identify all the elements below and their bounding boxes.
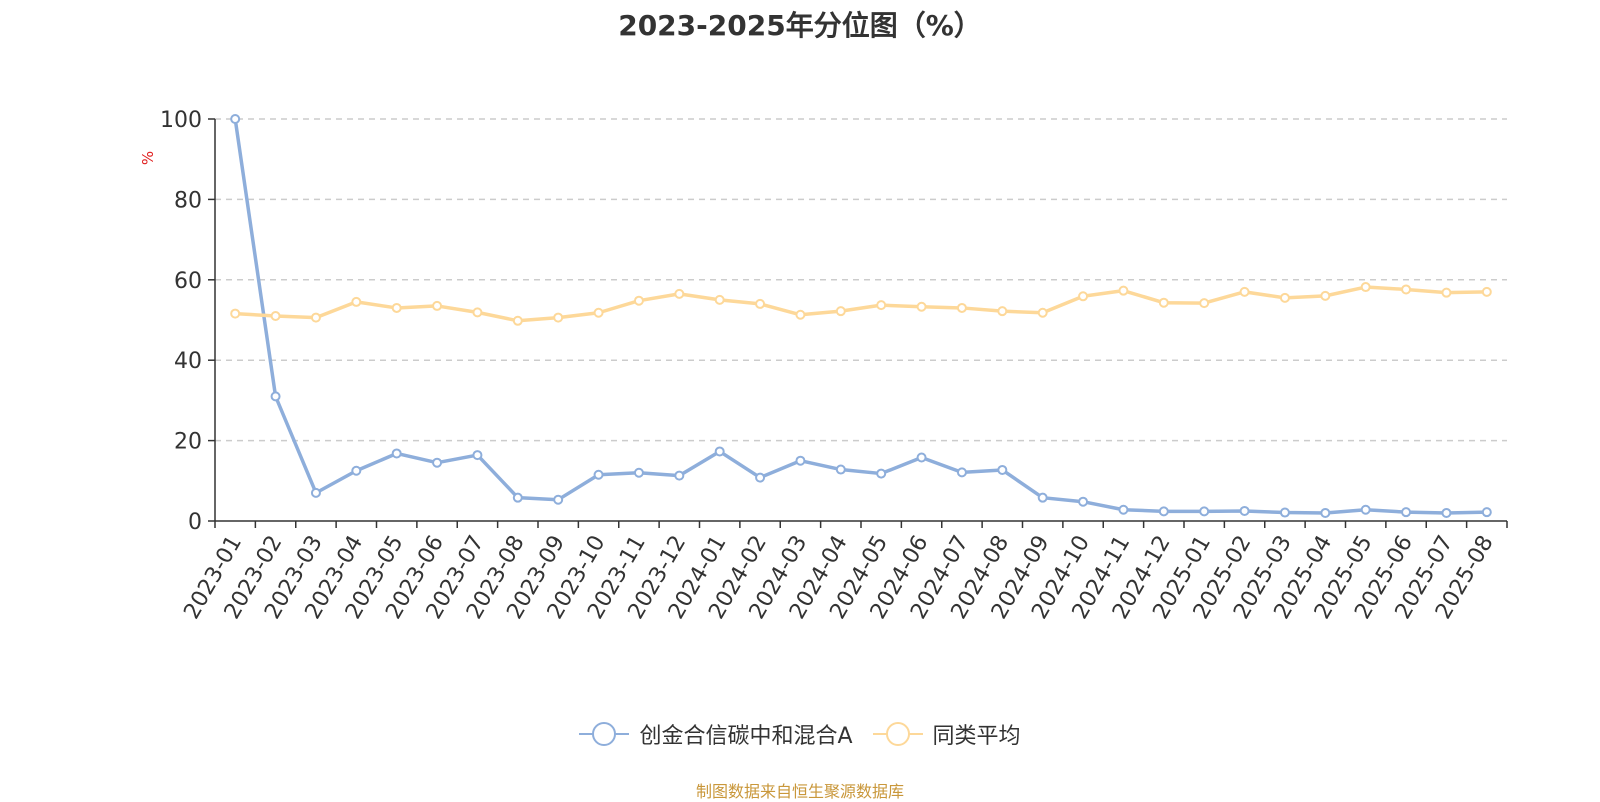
data-point xyxy=(1360,504,1371,515)
data-point xyxy=(1037,492,1048,503)
data-point xyxy=(755,298,766,309)
data-point xyxy=(1441,507,1452,518)
data-point xyxy=(310,312,321,323)
data-point xyxy=(755,472,766,483)
data-point xyxy=(1481,286,1492,297)
data-point xyxy=(472,450,483,461)
data-point xyxy=(553,494,564,505)
legend: 创金合信碳中和混合A 同类平均 xyxy=(0,718,1600,750)
data-point xyxy=(270,310,281,321)
data-point xyxy=(512,492,523,503)
data-point xyxy=(351,465,362,476)
data-point xyxy=(997,306,1008,317)
y-tick-label: 100 xyxy=(160,108,202,133)
data-point xyxy=(391,302,402,313)
series-line xyxy=(233,117,1489,515)
data-point xyxy=(1441,287,1452,298)
data-point xyxy=(1279,507,1290,518)
data-point xyxy=(230,308,241,319)
data-point xyxy=(956,302,967,313)
axes: 0204060801002023-012023-022023-032023-04… xyxy=(160,108,1508,623)
grid-lines xyxy=(215,118,1507,442)
legend-item-2[interactable]: 同类平均 xyxy=(872,718,1021,750)
data-point xyxy=(1078,291,1089,302)
y-tick-label: 0 xyxy=(188,510,202,535)
data-point xyxy=(351,296,362,307)
data-point xyxy=(310,487,321,498)
data-point xyxy=(674,288,685,299)
data-point xyxy=(674,470,685,481)
data-point xyxy=(997,464,1008,475)
data-point xyxy=(1199,506,1210,517)
data-point xyxy=(1401,284,1412,295)
data-point xyxy=(1118,504,1129,515)
data-point xyxy=(432,457,443,468)
y-tick-label: 60 xyxy=(174,269,202,294)
legend-item-1[interactable]: 创金合信碳中和混合A xyxy=(579,718,853,750)
y-axis-unit-label: % xyxy=(139,151,157,165)
data-point xyxy=(1078,496,1089,507)
data-point xyxy=(1118,285,1129,296)
data-point xyxy=(956,467,967,478)
data-point xyxy=(391,448,402,459)
series-line xyxy=(233,285,1489,323)
y-tick-label: 80 xyxy=(174,188,202,213)
data-source-note: 制图数据来自恒生聚源数据库 xyxy=(695,782,904,801)
series-layer xyxy=(230,114,1492,518)
data-point xyxy=(795,309,806,320)
data-point xyxy=(1037,307,1048,318)
data-point xyxy=(512,315,523,326)
data-point xyxy=(1320,290,1331,301)
data-point xyxy=(633,467,644,478)
data-point xyxy=(593,469,604,480)
data-point xyxy=(795,455,806,466)
data-point xyxy=(1158,506,1169,517)
data-point xyxy=(835,464,846,475)
data-point xyxy=(916,452,927,463)
data-point xyxy=(876,468,887,479)
data-point xyxy=(916,301,927,312)
y-tick-label: 40 xyxy=(174,349,202,374)
data-point xyxy=(714,294,725,305)
data-point xyxy=(876,300,887,311)
data-point xyxy=(593,307,604,318)
legend-label: 同类平均 xyxy=(932,724,1021,749)
data-point xyxy=(472,307,483,318)
data-point xyxy=(230,114,241,124)
chart-title: 2023-2025年分位图（%） xyxy=(618,9,982,42)
data-point xyxy=(1481,507,1492,518)
data-point xyxy=(633,295,644,306)
series-1 xyxy=(230,114,1492,518)
data-point xyxy=(1158,297,1169,308)
data-point xyxy=(714,446,725,457)
data-point xyxy=(270,391,281,402)
data-point xyxy=(1360,282,1371,293)
data-point xyxy=(1199,298,1210,309)
data-point xyxy=(553,312,564,323)
data-point xyxy=(1239,286,1250,297)
data-point xyxy=(1239,505,1250,516)
y-tick-label: 20 xyxy=(174,430,202,455)
legend-label: 创金合信碳中和混合A xyxy=(639,724,853,749)
data-point xyxy=(1320,507,1331,518)
series-2 xyxy=(230,282,1492,326)
data-point xyxy=(835,306,846,317)
legend-marker-icon xyxy=(872,722,923,746)
data-point xyxy=(432,300,443,311)
legend-marker-icon xyxy=(579,722,630,746)
data-point xyxy=(1279,292,1290,303)
data-point xyxy=(1401,507,1412,518)
